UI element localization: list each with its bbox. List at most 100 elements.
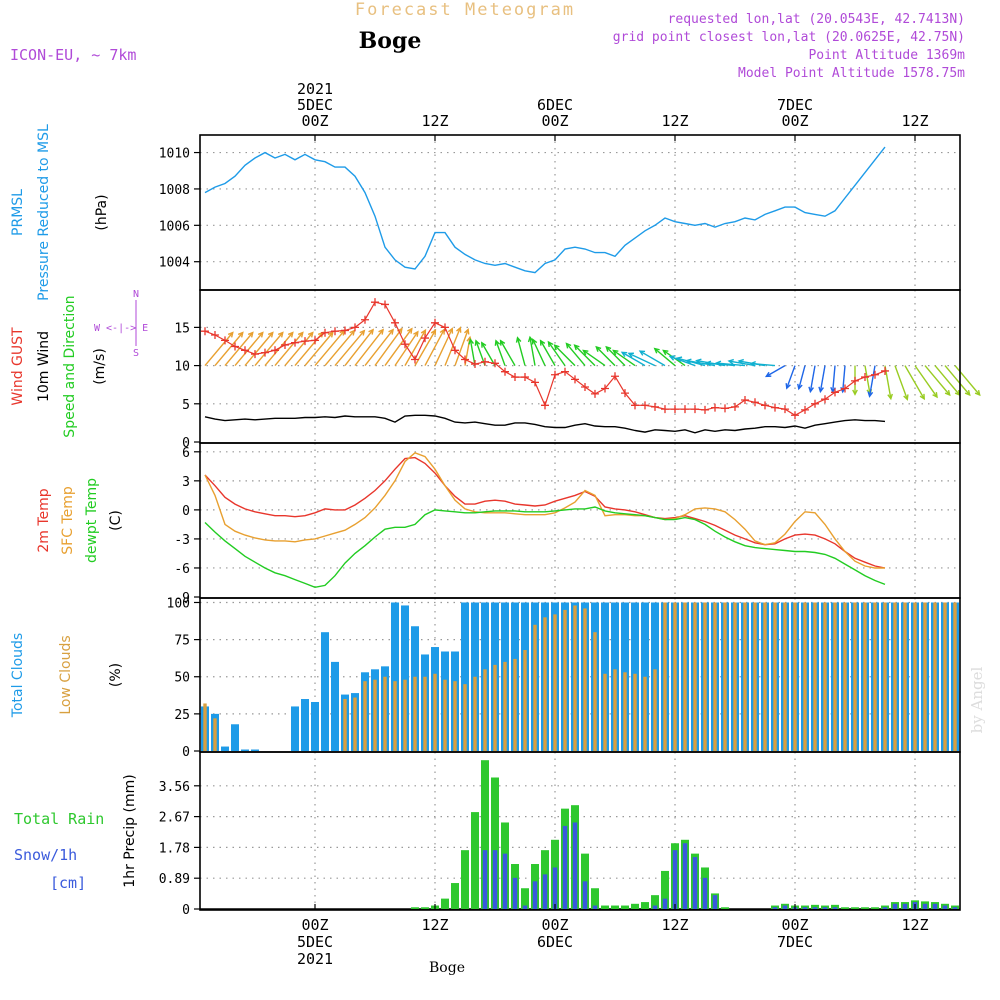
wind-arrow-head [638,350,646,356]
wind-arrow-head [297,331,304,338]
wind-arrow-head [247,331,254,338]
gust-point [331,327,339,336]
wind-arrow [954,365,981,396]
pressure-frame [199,134,961,291]
low-cloud-bar [823,602,827,751]
low-cloud-bar [553,614,557,751]
gust-point [641,401,649,410]
precip-grid [200,752,960,910]
low-cloud-bar [813,602,817,751]
gust-point [571,375,579,384]
wind-arrow [334,330,365,367]
low-cloud-bar [853,602,857,751]
gust-point [601,384,609,393]
wind-arrow-head [463,328,470,335]
rain-bar [591,888,599,909]
snow-bar [572,822,578,909]
gust-markers [201,298,889,420]
wind-arrow [444,327,461,366]
axis-label-line: 10m Wind [36,331,52,402]
low-cloud-bar [383,676,387,751]
y-tick-label: 3.56 [159,780,190,795]
low-cloud-bar [343,699,347,751]
y-tick-label: 0 [182,504,190,519]
low-cloud-bar [863,602,867,751]
wind-arrow-head [539,339,546,346]
time-label: 00Z [541,916,568,934]
time-label: 00Z [301,112,328,130]
prmsl-line [204,146,886,274]
wind-arrow [582,349,606,367]
footer-location: Boge [429,960,465,976]
gust-point [381,300,389,309]
low-cloud-bar [733,602,737,751]
snow-bar [712,895,718,909]
y-tick-label: 1010 [159,147,190,162]
y-tick-label: 6 [182,446,190,461]
wind-arrow [868,365,876,397]
y-tick-label: -3 [174,533,190,548]
wind-arrow [434,328,453,366]
wind-arrow-head [932,391,938,399]
low-cloud-bar [533,624,537,751]
wind-arrow-head [531,338,538,345]
gust-point [201,327,209,336]
wind-arrow [314,330,345,367]
y-tick-label: 1004 [159,256,190,271]
snow-bar [702,877,708,909]
snow-bar [532,881,538,909]
y-tick-label: 1.78 [159,841,190,856]
gust-point [271,346,279,355]
low-cloud-bar [593,632,597,751]
wind-arrow-head [662,349,669,356]
clouds-y-axis: 0 25 50 75 100 [167,596,200,760]
low-cloud-bar [363,681,367,751]
t2m-line [204,456,886,569]
wind-arrow [469,339,476,366]
snow-bar [812,907,818,909]
snow-bar [492,850,498,909]
wind-arrow-head [368,328,375,335]
wind-arrow-head [627,352,634,358]
gust-line [204,301,886,416]
wind-arrow-head [257,331,264,338]
low-cloud-bar [773,602,777,751]
low-cloud-bar [793,602,797,751]
y-tick-label: 25 [174,708,190,723]
low-cloud-bar [353,697,357,751]
wind-arrow-head [237,331,244,338]
wind-arrow [832,365,836,392]
wind-arrow-head [675,356,683,363]
snow-bar [832,907,838,909]
compass-rose: W <-|-> E N S [94,289,148,359]
snow-bar [782,905,788,909]
low-cloud-bar [453,681,457,751]
y-tick-label: 5 [182,398,190,413]
precip-legend: Total Rain Snow/1h [cm] [14,810,104,892]
location-title: Boge [359,28,422,54]
snow-bar [822,907,828,909]
y-tick-label: 15 [174,321,190,336]
gust-point [501,367,509,376]
wind-arrow-head [727,358,734,365]
wind-arrow-head [714,360,722,367]
wind-arrow-head [595,345,602,352]
wind-arrow [224,332,254,367]
low-cloud-bar [473,676,477,751]
wind-arrow [274,332,304,367]
wind-arrow [529,337,536,366]
gust-point [871,370,879,379]
gust-point [661,405,669,414]
gust-point [341,326,349,335]
snow-bar [652,905,658,909]
wind-arrow [264,332,294,367]
total-cloud-bar [311,701,319,751]
low-cloud-bar [913,602,917,751]
gust-point [231,342,239,351]
wind-arrow [554,344,576,367]
gust-point [791,411,799,420]
low-cloud-bar [923,602,927,751]
rain-bar [831,904,839,909]
wind-arrow [612,349,636,367]
